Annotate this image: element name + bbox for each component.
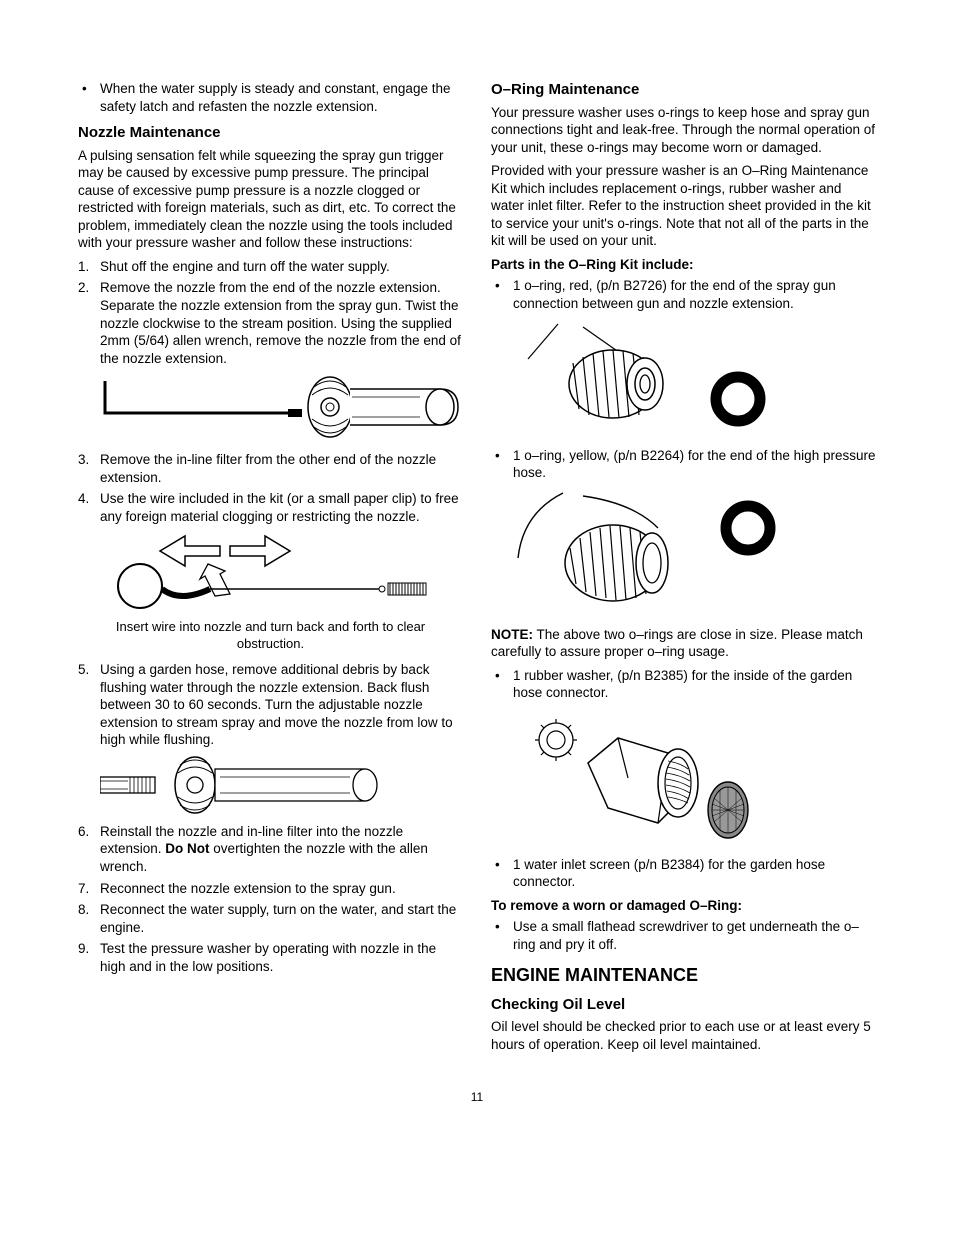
step-text: Remove the nozzle from the end of the no… xyxy=(100,279,463,367)
bullet-marker: • xyxy=(491,667,513,685)
part-text: 1 water inlet screen (p/n B2384) for the… xyxy=(513,856,876,891)
step-number: 6. xyxy=(78,823,100,841)
nozzle-wrench-icon xyxy=(100,373,460,443)
oring-paragraph-2: Provided with your pressure washer is an… xyxy=(491,162,876,250)
list-item: 3. Remove the in-line filter from the ot… xyxy=(78,451,463,486)
bullet-marker: • xyxy=(491,856,513,874)
step-text: Reconnect the nozzle extension to the sp… xyxy=(100,880,463,898)
oring-red-figure xyxy=(513,319,876,439)
connector-oring-icon xyxy=(513,319,773,439)
note-paragraph: NOTE: The above two o–rings are close in… xyxy=(491,626,876,661)
backflush-icon xyxy=(100,755,400,815)
list-item: 4. Use the wire included in the kit (or … xyxy=(78,490,463,525)
bullet-marker: • xyxy=(491,447,513,465)
bullet-text: When the water supply is steady and cons… xyxy=(100,80,463,115)
step-text: Shut off the engine and turn off the wat… xyxy=(100,258,463,276)
bullet-marker: • xyxy=(78,80,100,98)
bullet-marker: • xyxy=(491,918,513,936)
list-item: 8. Reconnect the water supply, turn on t… xyxy=(78,901,463,936)
step-text: Reconnect the water supply, turn on the … xyxy=(100,901,463,936)
step-text: Use the wire included in the kit (or a s… xyxy=(100,490,463,525)
nozzle-steps-list-2: 3. Remove the in-line filter from the ot… xyxy=(78,451,463,525)
hose-oring-icon xyxy=(513,488,783,618)
list-item: • 1 rubber washer, (p/n B2385) for the i… xyxy=(491,667,876,702)
step-number: 4. xyxy=(78,490,100,508)
list-item: • 1 water inlet screen (p/n B2384) for t… xyxy=(491,856,876,891)
step-number: 5. xyxy=(78,661,100,679)
engine-maintenance-heading: ENGINE MAINTENANCE xyxy=(491,964,876,987)
list-item: 5. Using a garden hose, remove additiona… xyxy=(78,661,463,749)
list-item: 1. Shut off the engine and turn off the … xyxy=(78,258,463,276)
nozzle-steps-list-4: 6. Reinstall the nozzle and in-line filt… xyxy=(78,823,463,975)
bold-text: Do Not xyxy=(165,841,209,856)
parts-list-4: • 1 water inlet screen (p/n B2384) for t… xyxy=(491,856,876,891)
list-item: 9. Test the pressure washer by operating… xyxy=(78,940,463,975)
nozzle-wrench-figure xyxy=(100,373,463,443)
list-item: • 1 o–ring, yellow, (p/n B2264) for the … xyxy=(491,447,876,482)
step-number: 3. xyxy=(78,451,100,469)
wire-clear-icon xyxy=(100,531,430,611)
part-text: 1 o–ring, yellow, (p/n B2264) for the en… xyxy=(513,447,876,482)
intro-bullet-list: • When the water supply is steady and co… xyxy=(78,80,463,115)
wire-clear-figure xyxy=(100,531,463,611)
parts-list-3: • 1 rubber washer, (p/n B2385) for the i… xyxy=(491,667,876,702)
step-text: Using a garden hose, remove additional d… xyxy=(100,661,463,749)
list-item: 7. Reconnect the nozzle extension to the… xyxy=(78,880,463,898)
part-text: 1 o–ring, red, (p/n B2726) for the end o… xyxy=(513,277,876,312)
right-column: O–Ring Maintenance Your pressure washer … xyxy=(491,80,876,1060)
step-number: 1. xyxy=(78,258,100,276)
left-column: • When the water supply is steady and co… xyxy=(78,80,463,1060)
note-label: NOTE: xyxy=(491,627,533,642)
parts-list-2: • 1 o–ring, yellow, (p/n B2264) for the … xyxy=(491,447,876,482)
wire-caption: Insert wire into nozzle and turn back an… xyxy=(100,619,441,653)
list-item: • Use a small flathead screwdriver to ge… xyxy=(491,918,876,953)
oring-yellow-figure xyxy=(513,488,876,618)
step-text: Test the pressure washer by operating wi… xyxy=(100,940,463,975)
note-text: The above two o–rings are close in size.… xyxy=(491,627,863,660)
nozzle-intro-paragraph: A pulsing sensation felt while squeezing… xyxy=(78,147,463,252)
nozzle-maintenance-heading: Nozzle Maintenance xyxy=(78,123,463,143)
nozzle-steps-list: 1. Shut off the engine and turn off the … xyxy=(78,258,463,367)
list-item: 2. Remove the nozzle from the end of the… xyxy=(78,279,463,367)
list-item: • 1 o–ring, red, (p/n B2726) for the end… xyxy=(491,277,876,312)
oring-maintenance-heading: O–Ring Maintenance xyxy=(491,80,876,100)
step-number: 7. xyxy=(78,880,100,898)
page-columns: • When the water supply is steady and co… xyxy=(78,80,876,1060)
parts-label: Parts in the O–Ring Kit include: xyxy=(491,256,876,274)
step-number: 9. xyxy=(78,940,100,958)
list-item: 6. Reinstall the nozzle and in-line filt… xyxy=(78,823,463,876)
checking-oil-heading: Checking Oil Level xyxy=(491,995,876,1015)
oil-paragraph: Oil level should be checked prior to eac… xyxy=(491,1018,876,1053)
page-number: 11 xyxy=(78,1090,876,1106)
washer-connector-figure xyxy=(513,708,876,848)
nozzle-steps-list-3: 5. Using a garden hose, remove additiona… xyxy=(78,661,463,749)
step-text: Remove the in-line filter from the other… xyxy=(100,451,463,486)
remove-list: • Use a small flathead screwdriver to ge… xyxy=(491,918,876,953)
remove-text: Use a small flathead screwdriver to get … xyxy=(513,918,876,953)
part-text: 1 rubber washer, (p/n B2385) for the ins… xyxy=(513,667,876,702)
washer-connector-icon xyxy=(513,708,773,848)
backflush-figure xyxy=(100,755,463,815)
step-text: Reinstall the nozzle and in-line filter … xyxy=(100,823,463,876)
oring-paragraph-1: Your pressure washer uses o-rings to kee… xyxy=(491,104,876,157)
step-number: 2. xyxy=(78,279,100,297)
bullet-marker: • xyxy=(491,277,513,295)
parts-list-1: • 1 o–ring, red, (p/n B2726) for the end… xyxy=(491,277,876,312)
list-item: • When the water supply is steady and co… xyxy=(78,80,463,115)
remove-label: To remove a worn or damaged O–Ring: xyxy=(491,897,876,915)
step-number: 8. xyxy=(78,901,100,919)
